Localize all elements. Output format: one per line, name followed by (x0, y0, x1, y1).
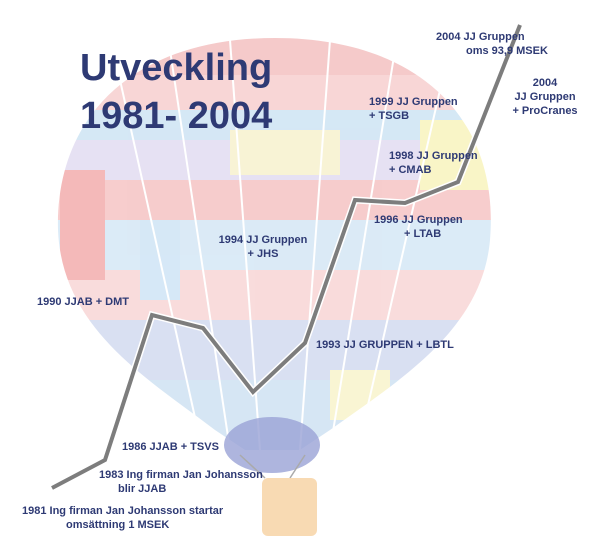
label: 1999 JJ Gruppen (369, 96, 458, 108)
label: oms 93,9 MSEK (466, 45, 548, 57)
milestone: 2004 JJ Gruppen oms 93,9 MSEK (436, 31, 548, 57)
label: blir JJAB (118, 483, 166, 495)
label: 2004 (533, 77, 558, 89)
basket (262, 478, 317, 536)
label: 1998 JJ Gruppen (389, 150, 478, 162)
label: 1986 JJAB + TSVS (122, 441, 219, 453)
balloon-skirt (224, 417, 320, 473)
label: 2004 JJ Gruppen (436, 31, 525, 43)
label: 1994 JJ Gruppen (219, 234, 308, 246)
title: 1981- 2004 (80, 95, 272, 137)
label: + CMAB (389, 164, 432, 176)
label: + LTAB (404, 228, 441, 240)
title: Utveckling (80, 47, 272, 89)
label: + TSGB (369, 110, 409, 122)
label: 1996 JJ Gruppen (374, 214, 463, 226)
label: omsättning 1 MSEK (66, 519, 169, 531)
label: + ProCranes (512, 105, 577, 117)
label: JJ Gruppen (514, 91, 575, 103)
milestone: 1983 Ing firman Jan Johansson blir JJAB (99, 469, 263, 495)
page: Utveckling 1981- 2004 2004 JJ Gruppen om… (0, 0, 593, 544)
label: + JHS (248, 248, 279, 260)
label: 1983 Ing firman Jan Johansson (99, 469, 263, 481)
label: 1993 JJ GRUPPEN + LBTL (316, 339, 454, 351)
label: 1990 JJAB + DMT (37, 296, 129, 308)
label: 1981 Ing firman Jan Johansson startar (22, 505, 224, 517)
milestone: 2004 JJ Gruppen + ProCranes (512, 77, 577, 117)
milestone: 1981 Ing firman Jan Johansson startar om… (22, 505, 224, 531)
